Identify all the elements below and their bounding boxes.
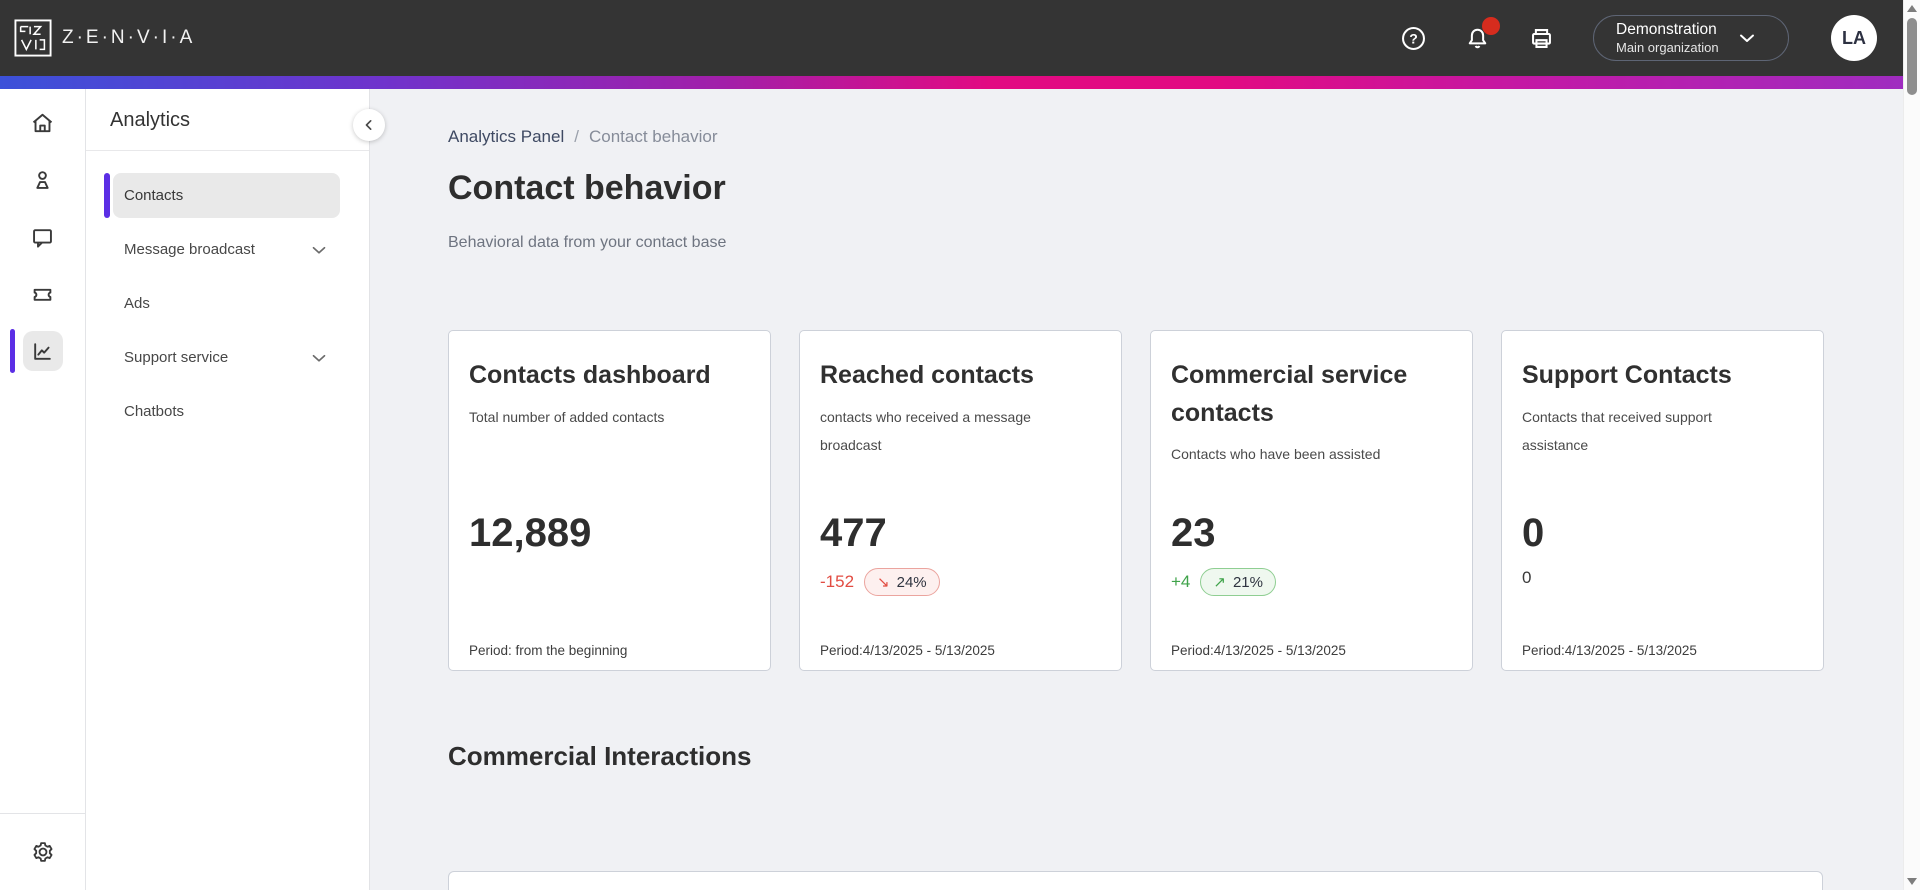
card-description: contacts who received a message broadcas… (820, 408, 1031, 453)
chevron-down-icon (308, 239, 330, 261)
section-title: Commercial Interactions (448, 741, 752, 771)
user-avatar[interactable]: LA (1831, 15, 1877, 61)
gear-icon (30, 839, 56, 865)
commercial-interactions-panel (448, 871, 1823, 890)
chat-bubble-icon (29, 224, 56, 251)
chevron-down-icon (1735, 26, 1759, 50)
print-button[interactable] (1527, 24, 1555, 52)
card-period: Period:4/13/2025 - 5/13/2025 (1522, 643, 1697, 658)
breadcrumb-separator: / (574, 127, 579, 146)
card-title: Contacts dashboard (469, 361, 711, 389)
ticket-icon (29, 281, 56, 308)
card-value: 12,889 (469, 511, 592, 555)
scrollbar-thumb[interactable] (1907, 18, 1917, 95)
rail-item-tickets[interactable] (23, 274, 63, 314)
chevron-down-icon (308, 347, 330, 369)
card-badge-value: 21% (1232, 573, 1263, 591)
chevron-left-icon (359, 115, 379, 135)
bell-icon (1464, 25, 1491, 52)
sidebar-item-contacts[interactable]: Contacts (104, 173, 340, 218)
sidebar-item-chatbots[interactable]: Chatbots (113, 389, 340, 434)
sidebar-item-label: Message broadcast (124, 241, 255, 258)
card-trend-badge: ↘ 24% (864, 568, 940, 596)
card-description: Total number of added contacts (469, 408, 665, 425)
sidebar-item-label: Ads (124, 295, 150, 312)
main-content: Analytics Panel / Contact behavior Conta… (370, 89, 1903, 890)
stat-card: Contacts dashboard Total number of added… (448, 330, 771, 671)
notification-badge (1482, 17, 1500, 35)
stat-card: Support Contacts Contacts that received … (1501, 330, 1824, 671)
sidebar-title: Analytics (110, 109, 191, 131)
card-title: Reached contacts (820, 361, 1034, 389)
breadcrumb-current: Contact behavior (588, 127, 718, 146)
sidebar-menu: Contacts Message broadcast Ads Support s… (86, 173, 369, 434)
sidebar-item-label: Support service (124, 349, 229, 366)
stat-cards: Contacts dashboard Total number of added… (448, 330, 1903, 671)
help-button[interactable]: ? (1399, 24, 1427, 52)
sidebar-item-message-broadcast[interactable]: Message broadcast (113, 227, 340, 272)
topbar-actions: ? Demonstrat (1363, 15, 1877, 61)
stat-card: Reached contacts contacts who received a… (799, 330, 1122, 671)
breadcrumb: Analytics Panel / Contact behavior (448, 127, 1903, 147)
person-icon (29, 167, 56, 194)
rail-item-settings[interactable] (23, 832, 63, 872)
scroll-down-arrow[interactable] (1907, 878, 1917, 885)
sidebar-divider (86, 150, 369, 151)
card-trend-badge: ↗ 21% (1200, 568, 1276, 596)
rail-bottom-section (0, 813, 86, 890)
rail-item-contacts[interactable] (23, 160, 63, 200)
card-title: Support Contacts (1522, 361, 1732, 389)
zenvia-logo-icon[interactable] (14, 19, 52, 57)
svg-text:?: ? (1409, 30, 1418, 46)
card-delta-row: -152 ↘ 24% (820, 568, 940, 596)
card-period: Period: from the beginning (469, 643, 628, 658)
printer-icon (1528, 25, 1555, 52)
card-description: Contacts who have been assisted (1171, 446, 1381, 462)
home-icon (29, 110, 56, 137)
card-delta: 0 (1522, 568, 1532, 587)
sidebar-item-label: Chatbots (124, 403, 185, 420)
rail-item-home[interactable] (23, 103, 63, 143)
organization-subtitle: Main organization (1616, 39, 1719, 55)
page-title: Contact behavior (448, 169, 726, 207)
sidebar-item-support-service[interactable]: Support service (113, 335, 340, 380)
help-icon: ? (1400, 25, 1427, 52)
card-period: Period:4/13/2025 - 5/13/2025 (1171, 643, 1346, 658)
sidebar-collapse-button[interactable] (353, 109, 385, 141)
organization-name: Demonstration (1616, 21, 1717, 39)
sidebar-item-ads[interactable]: Ads (113, 281, 340, 326)
card-value: 477 (820, 511, 887, 555)
active-indicator-bar (104, 173, 110, 218)
active-indicator-bar (9, 329, 15, 373)
card-period: Period:4/13/2025 - 5/13/2025 (820, 643, 995, 658)
page-subtitle: Behavioral data from your contact base (448, 234, 727, 251)
brand-gradient-bar (0, 76, 1903, 89)
breadcrumb-parent-link[interactable]: Analytics Panel (448, 127, 565, 146)
card-delta: -152 (820, 572, 855, 591)
card-delta-row: +4 ↗ 21% (1171, 568, 1276, 596)
rail-item-analytics[interactable] (9, 329, 63, 373)
vertical-scrollbar[interactable] (1903, 0, 1920, 890)
card-badge-value: 24% (896, 573, 927, 591)
card-delta: +4 (1171, 572, 1191, 591)
top-bar: Z·E·N·V·I·A ? (0, 0, 1903, 76)
organization-switcher[interactable]: Demonstration Main organization (1593, 15, 1789, 61)
nav-rail (0, 89, 86, 890)
brand-wordmark: Z·E·N·V·I·A (62, 27, 196, 48)
stat-card: Commercial service contacts Contacts who… (1150, 330, 1473, 671)
card-value: 0 (1522, 511, 1545, 555)
line-chart-icon (29, 338, 56, 365)
rail-item-conversations[interactable] (23, 217, 63, 257)
sidebar-item-label: Contacts (124, 187, 184, 204)
card-value: 23 (1171, 511, 1216, 555)
scroll-up-arrow[interactable] (1907, 5, 1917, 12)
card-title: Commercial service contacts (1171, 361, 1408, 427)
card-delta-row: 0 (1522, 568, 1531, 588)
notifications-button[interactable] (1463, 17, 1500, 52)
card-description: Contacts that received support assistanc… (1522, 408, 1712, 453)
trend-arrow-icon: ↗ (1213, 574, 1226, 591)
trend-arrow-icon: ↘ (877, 574, 890, 591)
analytics-sidebar: Analytics Contacts Message broadcast Ads… (86, 89, 385, 890)
